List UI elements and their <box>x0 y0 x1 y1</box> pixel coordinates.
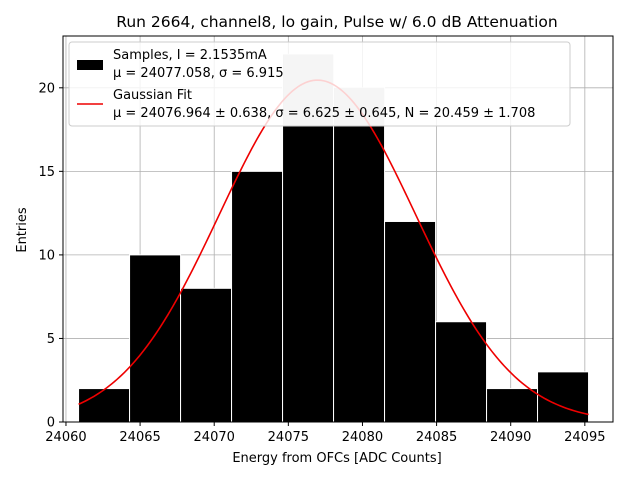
plot-frame <box>62 35 614 423</box>
x-tick-label: 24085 <box>416 430 457 445</box>
x-tick-label: 24075 <box>268 430 309 445</box>
histogram-bar <box>486 388 539 423</box>
y-axis-ticks: 0 5 10 15 20 <box>38 81 63 431</box>
y-tick-label: 10 <box>38 248 55 263</box>
histogram-bar <box>384 220 437 423</box>
histogram-bar <box>231 170 284 423</box>
x-tick-label: 24070 <box>194 430 235 445</box>
x-tick-label: 24060 <box>45 430 86 445</box>
x-axis-ticks: 24060 24065 24070 24075 24080 24085 24090 24095 <box>45 422 606 445</box>
x-axis-label: Energy from OFCs [ADC Counts] <box>232 451 441 466</box>
y-tick-label: 15 <box>38 165 55 180</box>
legend-box <box>68 41 571 127</box>
histogram-bar <box>333 87 386 423</box>
histogram-bar <box>180 287 233 423</box>
y-tick-label: 5 <box>47 332 55 347</box>
legend: Samples, I = 2.1535mA μ = 24077.058, σ =… <box>68 41 571 127</box>
x-tick-label: 24095 <box>564 430 605 445</box>
histogram-bar <box>129 254 182 423</box>
legend-samples-stats: μ = 24077.058, σ = 6.915 <box>113 66 284 81</box>
legend-fit-label: Gaussian Fit <box>113 88 192 103</box>
y-axis-label: Entries <box>15 207 30 253</box>
x-tick-label: 24090 <box>490 430 531 445</box>
x-tick-label: 24080 <box>342 430 383 445</box>
legend-samples-label: Samples, I = 2.1535mA <box>113 48 267 63</box>
histogram-bar <box>435 321 488 423</box>
histogram-bar <box>78 388 131 423</box>
histogram-bar <box>537 371 590 423</box>
x-tick-label: 24065 <box>119 430 160 445</box>
chart-title: Run 2664, channel8, lo gain, Pulse w/ 6.… <box>116 13 557 31</box>
legend-fit-stats: μ = 24076.964 ± 0.638, σ = 6.625 ± 0.645… <box>113 106 535 121</box>
legend-samples-swatch <box>77 60 103 70</box>
y-tick-label: 20 <box>38 81 55 96</box>
y-tick-label: 0 <box>47 416 55 431</box>
